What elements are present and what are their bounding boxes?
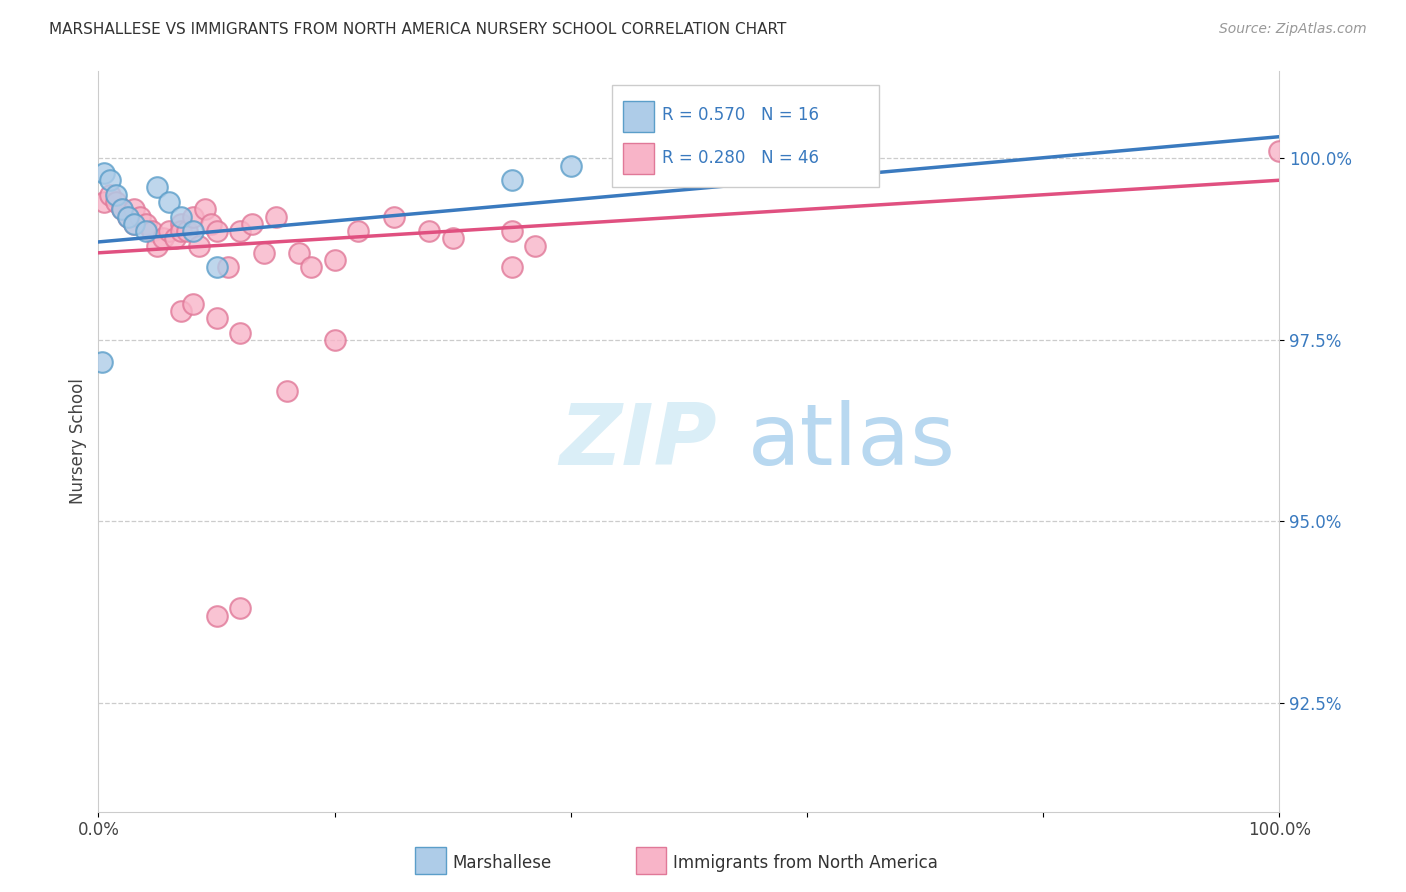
Point bbox=[122, 217, 145, 231]
Point bbox=[501, 224, 523, 238]
Point bbox=[98, 187, 121, 202]
Point bbox=[135, 224, 157, 238]
Point bbox=[111, 202, 134, 217]
Point bbox=[117, 210, 139, 224]
Text: Source: ZipAtlas.com: Source: ZipAtlas.com bbox=[1219, 22, 1367, 37]
Point bbox=[181, 210, 204, 224]
Point bbox=[181, 224, 204, 238]
Y-axis label: Nursery School: Nursery School bbox=[69, 378, 87, 505]
Point bbox=[560, 159, 582, 173]
Point bbox=[176, 224, 198, 238]
Point bbox=[382, 210, 405, 224]
Point bbox=[501, 173, 523, 187]
Point bbox=[117, 210, 139, 224]
Point bbox=[122, 202, 145, 217]
Point bbox=[141, 224, 163, 238]
Point bbox=[524, 238, 547, 252]
Point bbox=[165, 231, 187, 245]
Point bbox=[501, 260, 523, 275]
Point bbox=[205, 260, 228, 275]
Point bbox=[146, 180, 169, 194]
Point bbox=[323, 333, 346, 347]
Point bbox=[93, 166, 115, 180]
Point bbox=[105, 194, 128, 209]
Text: MARSHALLESE VS IMMIGRANTS FROM NORTH AMERICA NURSERY SCHOOL CORRELATION CHART: MARSHALLESE VS IMMIGRANTS FROM NORTH AME… bbox=[49, 22, 786, 37]
Point bbox=[276, 384, 298, 398]
Point bbox=[253, 245, 276, 260]
Point bbox=[737, 145, 759, 159]
Point bbox=[441, 231, 464, 245]
Point bbox=[205, 608, 228, 623]
Point bbox=[264, 210, 287, 224]
Point bbox=[217, 260, 239, 275]
Text: Marshallese: Marshallese bbox=[453, 855, 553, 872]
Point bbox=[170, 217, 193, 231]
Point bbox=[1268, 145, 1291, 159]
Point bbox=[229, 601, 252, 615]
Point bbox=[240, 217, 263, 231]
Text: Immigrants from North America: Immigrants from North America bbox=[673, 855, 938, 872]
Point bbox=[93, 194, 115, 209]
Point bbox=[170, 210, 193, 224]
Point bbox=[105, 187, 128, 202]
Point bbox=[170, 304, 193, 318]
Point bbox=[288, 245, 311, 260]
Point bbox=[299, 260, 322, 275]
Text: R = 0.280   N = 46: R = 0.280 N = 46 bbox=[662, 149, 820, 167]
Text: R = 0.570   N = 16: R = 0.570 N = 16 bbox=[662, 106, 820, 124]
Text: atlas: atlas bbox=[748, 400, 956, 483]
Point bbox=[135, 217, 157, 231]
Point bbox=[229, 224, 252, 238]
Text: ZIP: ZIP bbox=[560, 400, 717, 483]
Point bbox=[205, 224, 228, 238]
Point bbox=[152, 231, 174, 245]
Point bbox=[91, 354, 114, 368]
Point bbox=[157, 224, 180, 238]
Point bbox=[347, 224, 370, 238]
Point bbox=[111, 202, 134, 217]
Point bbox=[98, 173, 121, 187]
Point bbox=[122, 217, 145, 231]
Point bbox=[323, 253, 346, 268]
Point bbox=[418, 224, 440, 238]
Point bbox=[205, 311, 228, 326]
Point bbox=[194, 202, 217, 217]
Point bbox=[157, 194, 180, 209]
Point bbox=[229, 326, 252, 340]
Point bbox=[181, 296, 204, 310]
Point bbox=[170, 224, 193, 238]
Point bbox=[200, 217, 222, 231]
Point bbox=[128, 210, 150, 224]
Point bbox=[187, 238, 209, 252]
Point bbox=[146, 238, 169, 252]
